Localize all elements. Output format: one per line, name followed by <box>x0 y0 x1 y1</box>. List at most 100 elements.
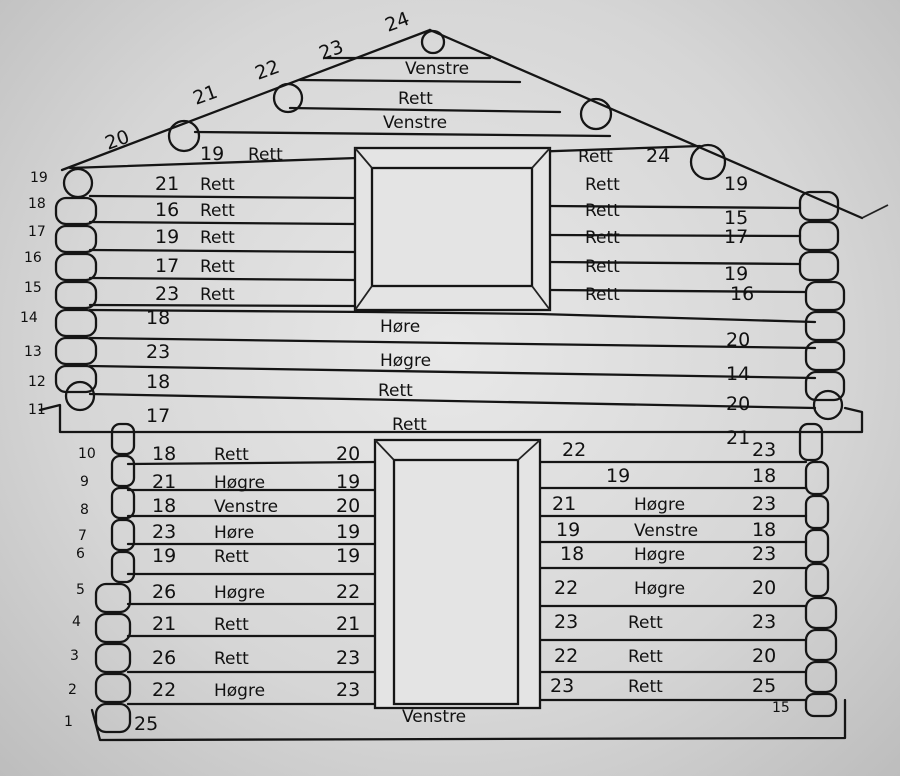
row-length-right: 20 <box>336 495 360 517</box>
row-length-left: 23 <box>155 283 179 305</box>
row-direction-left: Rett <box>200 201 235 221</box>
course-number: 6 <box>76 546 85 562</box>
ridge-number: 21 <box>190 81 220 110</box>
row-length-right: 23 <box>336 647 360 669</box>
upper-window <box>353 146 552 312</box>
row-length-left: 18 <box>146 371 170 393</box>
row-length-left: 19 <box>556 519 580 541</box>
ridge-number: 20 <box>102 126 132 155</box>
row-length-right: 22 <box>336 581 360 603</box>
door <box>373 438 542 710</box>
roof-right-edge <box>428 28 864 220</box>
row-length-left: 16 <box>155 199 179 221</box>
lower-right-corner-logs <box>798 422 838 718</box>
course-number: 9 <box>80 474 89 490</box>
row-direction: Venstre <box>634 521 698 541</box>
course-number: 17 <box>28 224 46 240</box>
row-direction-left: Rett <box>248 145 283 165</box>
row-direction: Rett <box>628 647 663 667</box>
row-direction: Venstre <box>214 497 278 517</box>
row-length-left: 19 <box>155 226 179 248</box>
course-number: 10 <box>78 446 96 462</box>
row-direction: Høre <box>380 317 420 337</box>
row-length-left: 22 <box>554 645 578 667</box>
row-length-left: 18 <box>152 443 176 465</box>
row-length-right: 19 <box>336 471 360 493</box>
lower-log-lines <box>90 460 847 742</box>
row-direction: Venstre <box>402 707 466 727</box>
row-direction-right: Rett <box>585 175 620 195</box>
row-direction: Rett <box>628 613 663 633</box>
row-direction-right: Rett <box>585 257 620 277</box>
course-number: 5 <box>76 582 85 598</box>
row-length-left: 19 <box>606 465 630 487</box>
course-number: 19 <box>30 170 48 186</box>
course-number: 13 <box>24 344 42 360</box>
ridge-number: 23 <box>316 36 346 65</box>
row-length-left: 26 <box>152 581 176 603</box>
course-number: 11 <box>28 402 46 418</box>
row-direction-right: Rett <box>585 201 620 221</box>
row-length-right: 21 <box>336 613 360 635</box>
row-direction-right: Rett <box>585 285 620 305</box>
row-length-right: 19 <box>336 521 360 543</box>
row-length-left: 17 <box>146 405 170 427</box>
course-number: 3 <box>70 648 79 664</box>
row-length-left: 21 <box>152 471 176 493</box>
row-length-left: 21 <box>155 173 179 195</box>
row-length-right: 23 <box>752 439 776 461</box>
row-length-right: 15 <box>724 207 748 229</box>
row-length-left: 22 <box>152 679 176 701</box>
row-length-left: 26 <box>152 647 176 669</box>
row-length-left: 18 <box>146 307 170 329</box>
row-direction: Høgre <box>634 579 685 599</box>
row-length-left: 19 <box>152 545 176 567</box>
row-length-right: 18 <box>752 465 776 487</box>
row-direction: Høgre <box>214 583 265 603</box>
course-number: 18 <box>28 196 46 212</box>
row-length-left: 21 <box>552 493 576 515</box>
row-length-right: 20 <box>752 645 776 667</box>
row-length-right: 20 <box>752 577 776 599</box>
course-number: 8 <box>80 502 89 518</box>
row-direction-left: Rett <box>200 285 235 305</box>
upper-left-corner-logs <box>54 167 98 412</box>
ridge-number: 22 <box>252 56 282 85</box>
row-length-right: 20 <box>726 329 750 351</box>
row-length-left: 23 <box>550 675 574 697</box>
row-length-right: 23 <box>752 493 776 515</box>
gable-log-direction: Venstre <box>383 113 447 133</box>
course-number: 7 <box>78 528 87 544</box>
row-length-right: 15 <box>772 700 790 716</box>
log-end-22 <box>272 82 304 114</box>
row-length-left: 23 <box>146 341 170 363</box>
ridge-number: 24 <box>382 8 412 37</box>
course-number: 12 <box>28 374 46 390</box>
lower-left-corner-logs <box>94 422 136 734</box>
roof-overhang <box>861 204 889 219</box>
course-number: 2 <box>68 682 77 698</box>
upper-log-lines <box>38 194 864 434</box>
course-number: 14 <box>20 310 38 326</box>
row-length-right: 20 <box>726 393 750 415</box>
row-length-right: 18 <box>752 519 776 541</box>
gable-log-direction: Rett <box>398 89 433 109</box>
course-number: 16 <box>24 250 42 266</box>
row-direction: Høgre <box>634 495 685 515</box>
row-length-right: 25 <box>752 675 776 697</box>
upper-right-corner-logs <box>798 190 846 421</box>
gable-logs <box>167 29 727 181</box>
row-length-left: 19 <box>200 143 224 165</box>
row-direction: Høgre <box>214 681 265 701</box>
log-end-24 <box>420 29 446 55</box>
row-length-left: 18 <box>560 543 584 565</box>
log-end-right-upper <box>579 97 613 131</box>
row-length-left: 17 <box>155 255 179 277</box>
row-direction-right: Rett <box>578 147 613 167</box>
roof-left-edge <box>60 28 432 172</box>
row-length-left: 22 <box>554 577 578 599</box>
row-length-left: 23 <box>554 611 578 633</box>
gable-log-direction: Venstre <box>405 59 469 79</box>
